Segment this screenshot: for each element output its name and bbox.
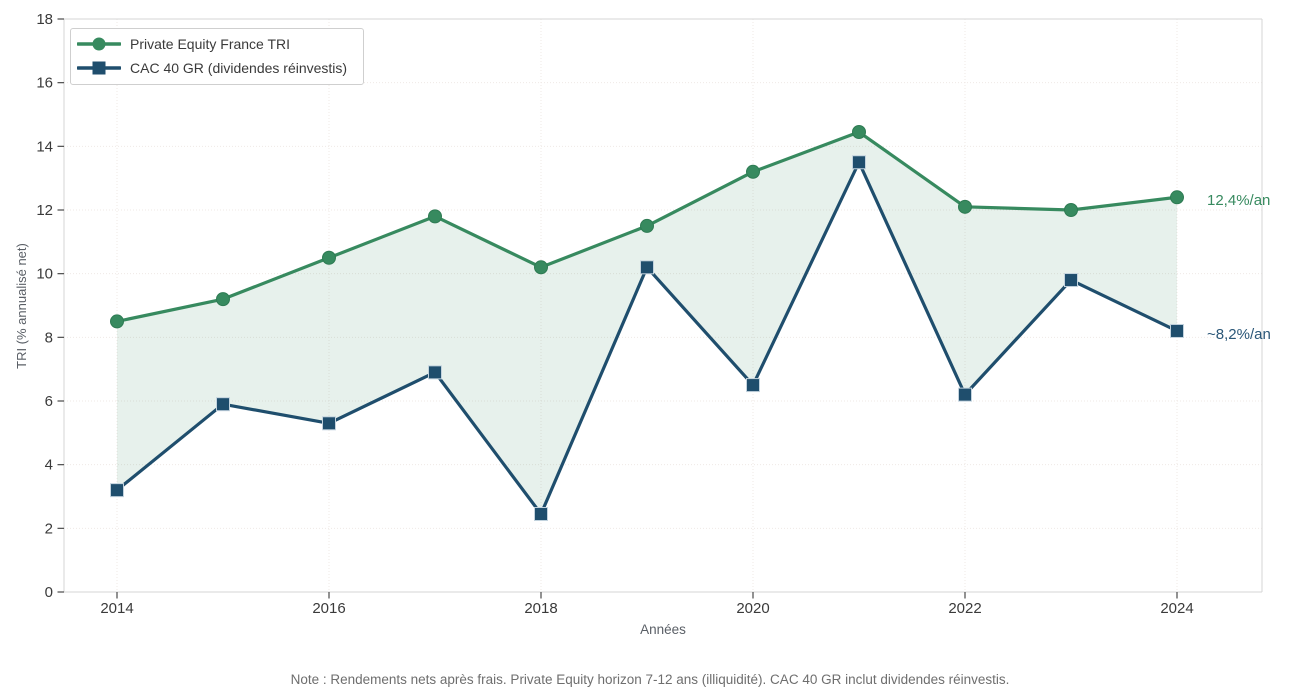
y-tick-label: 10 — [36, 266, 53, 283]
data-point-marker-pe — [322, 250, 336, 265]
x-tick-label: 2016 — [312, 600, 345, 617]
data-point-marker-pe — [852, 125, 866, 140]
y-tick-label: 8 — [45, 329, 53, 346]
x-tick-label: 2014 — [100, 600, 133, 617]
data-point-marker-cac — [110, 483, 124, 498]
y-tick-label: 0 — [45, 584, 53, 601]
data-point-marker-cac — [216, 397, 230, 412]
y-axis-title: TRI (% annualisé net) — [14, 243, 29, 369]
data-point-marker-pe — [1064, 203, 1078, 217]
x-tick-label: 2018 — [524, 600, 557, 617]
data-point-marker-cac — [958, 387, 972, 402]
cac40-final-return-annotation: ~8,2%/an — [1207, 325, 1271, 343]
data-point-marker-pe — [1170, 190, 1184, 205]
legend-square-marker — [92, 61, 106, 75]
pe-line-circle-marker-icon — [77, 37, 121, 51]
y-tick-label: 18 — [36, 11, 53, 28]
y-tick-label: 16 — [36, 75, 53, 92]
data-point-marker-pe — [534, 260, 548, 275]
y-tick-label: 2 — [45, 520, 53, 537]
x-axis-title: Années — [640, 622, 686, 637]
data-point-marker-pe — [746, 164, 760, 179]
data-point-marker-pe — [958, 199, 972, 214]
x-tick-label: 2024 — [1160, 600, 1193, 617]
y-tick-label: 6 — [45, 393, 53, 410]
legend-label-private-equity: Private Equity France TRI — [130, 36, 291, 52]
data-point-marker-cac — [852, 155, 866, 170]
y-tick-label: 14 — [36, 138, 53, 155]
data-point-marker-cac — [1170, 323, 1184, 338]
footnote: Note : Rendements nets après frais. Priv… — [290, 672, 1010, 687]
chart-legend: Private Equity France TRI CAC 40 GR (div… — [70, 28, 365, 85]
band-fill — [117, 132, 1177, 515]
data-point-marker-pe — [110, 314, 124, 329]
legend-circle-marker — [92, 37, 106, 51]
y-tick-label: 12 — [36, 202, 53, 219]
data-point-marker-pe — [428, 209, 442, 224]
pe-final-return-annotation: 12,4%/an — [1207, 192, 1271, 210]
data-point-marker-cac — [428, 365, 442, 380]
data-point-marker-cac — [746, 378, 760, 393]
x-tick-label: 2020 — [736, 600, 769, 617]
data-point-marker-pe — [640, 218, 654, 233]
cac40-line-square-marker-icon — [77, 61, 121, 75]
legend-label-cac40: CAC 40 GR (dividendes réinvestis) — [130, 60, 348, 76]
legend-item-cac40: CAC 40 GR (dividendes réinvestis) — [77, 57, 347, 79]
legend-item-private-equity: Private Equity France TRI — [77, 33, 347, 55]
y-tick-label: 4 — [45, 457, 53, 474]
data-point-marker-cac — [640, 260, 654, 275]
data-point-marker-cac — [322, 416, 336, 431]
data-point-marker-pe — [216, 292, 230, 307]
data-point-marker-cac — [1064, 273, 1078, 288]
x-tick-label: 2022 — [948, 600, 981, 617]
data-point-marker-cac — [534, 507, 548, 522]
